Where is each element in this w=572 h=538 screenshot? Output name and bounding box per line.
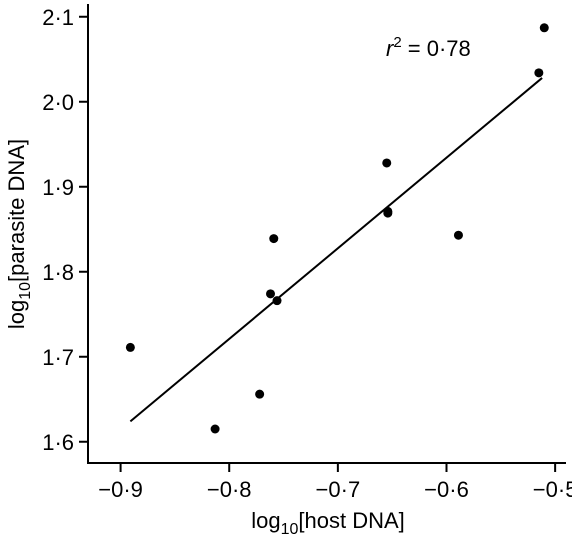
r-symbol: r — [386, 36, 395, 61]
y-tick-label: 2·0 — [42, 90, 74, 115]
data-point — [382, 158, 392, 168]
x-axis-label: log10[host DNA] — [251, 508, 405, 538]
data-point — [272, 296, 282, 306]
y-axis-label: log10[parasite DNA] — [4, 139, 34, 329]
y-axis-label-rest: [parasite DNA] — [4, 139, 29, 282]
data-point — [269, 234, 279, 244]
x-axis-label-rest: [host DNA] — [298, 508, 404, 533]
data-point — [255, 389, 265, 399]
x-tick-label: −0·9 — [98, 477, 143, 502]
data-points — [125, 23, 549, 434]
data-point — [266, 289, 276, 299]
r-value: = 0·78 — [402, 36, 471, 61]
fit-line-group — [129, 77, 543, 423]
regression-line — [129, 77, 543, 423]
y-tick-label: 1·7 — [42, 345, 74, 370]
data-point — [383, 208, 393, 218]
x-axis-label-sub: 10 — [281, 521, 299, 538]
y-tick-label: 1·6 — [42, 430, 74, 455]
x-tick-label: −0·8 — [207, 477, 252, 502]
r-squared-annotation: r2 = 0·78 — [386, 34, 471, 61]
axes — [87, 4, 566, 464]
x-axis-label-base: log — [251, 508, 280, 533]
data-point — [210, 424, 220, 434]
y-axis-label-base: log — [4, 300, 29, 329]
r-superscript: 2 — [393, 34, 401, 51]
y-tick-label: 1·8 — [42, 260, 74, 285]
data-point — [534, 68, 544, 78]
x-tick-label: −0·6 — [424, 477, 469, 502]
ticks: −0·9 −0·8 −0·7 −0·6 −0·5 1·6 1·7 1·8 1·9 2·0 2·1 — [42, 5, 572, 502]
x-tick-label: −0·5 — [533, 477, 572, 502]
y-tick-label: 1·9 — [42, 175, 74, 200]
y-axis-label-sub: 10 — [17, 282, 34, 300]
data-point — [125, 342, 135, 352]
x-tick-label: −0·7 — [316, 477, 361, 502]
y-tick-label: 2·1 — [42, 5, 74, 30]
data-point — [539, 23, 549, 33]
axis-frame — [87, 4, 566, 464]
data-point — [453, 230, 463, 240]
